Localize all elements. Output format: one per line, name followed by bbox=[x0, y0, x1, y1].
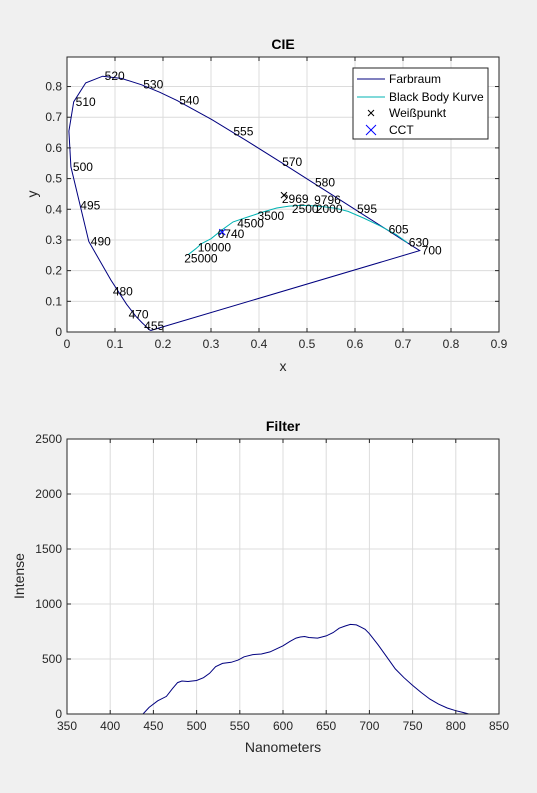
filter-series-group bbox=[67, 623, 499, 715]
cct-label: 2969 bbox=[282, 192, 309, 206]
weisspunkt-marker bbox=[280, 191, 288, 199]
wavelength-label: 500 bbox=[73, 160, 93, 174]
legend-entry-farbraum: Farbraum bbox=[389, 72, 441, 86]
x-tick-label: 750 bbox=[403, 719, 423, 733]
wavelength-label: 455 bbox=[144, 319, 164, 333]
cie-legend: Farbraum Black Body Kurve Weißpunkt CCT bbox=[352, 67, 489, 140]
x-tick-label: 0.8 bbox=[443, 337, 460, 351]
filter-chart: 350 400 450 500 550 600 650 700 750 800 850 0 500 100… bbox=[11, 418, 509, 755]
x-tick-label: 0 bbox=[64, 337, 71, 351]
x-tick-label: 0.2 bbox=[155, 337, 172, 351]
cct-label: 3500 bbox=[258, 209, 285, 223]
wavelength-label: 470 bbox=[129, 307, 149, 321]
wavelength-label: 570 bbox=[282, 155, 302, 169]
filter-grid bbox=[66, 438, 500, 715]
y-tick-label: 0.4 bbox=[45, 202, 62, 216]
filter-plot-border bbox=[66, 438, 500, 715]
x-tick-label: 0.9 bbox=[491, 337, 508, 351]
x-tick-label: 550 bbox=[230, 719, 250, 733]
x-tick-label: 400 bbox=[100, 719, 120, 733]
y-tick-label: 0.3 bbox=[45, 233, 62, 247]
x-tick-label: 0.6 bbox=[347, 337, 364, 351]
cie-series-group bbox=[68, 75, 421, 331]
x-tick-label: 850 bbox=[489, 719, 509, 733]
cct-label: 9796 bbox=[314, 193, 341, 207]
legend-box bbox=[352, 67, 489, 140]
wavelength-label: 605 bbox=[389, 223, 409, 237]
y-tick-label: 2500 bbox=[35, 432, 62, 446]
x-tick-label: 500 bbox=[187, 719, 207, 733]
cie-tick-group: 0 0.1 0.2 0.3 0.4 0.5 0.6 0.7 0.8 0.9 0 0.1 0.2 0.3 0.… bbox=[45, 57, 508, 351]
y-tick-label: 500 bbox=[42, 652, 62, 666]
y-tick-label: 0.6 bbox=[45, 141, 62, 155]
x-tick-label: 450 bbox=[143, 719, 163, 733]
x-tick-label: 800 bbox=[446, 719, 466, 733]
x-tick-label: 700 bbox=[359, 719, 379, 733]
x-tick-label: 0.4 bbox=[251, 337, 268, 351]
wavelength-label: 480 bbox=[113, 284, 133, 298]
y-tick-label: 1500 bbox=[35, 542, 62, 556]
legend-marker-cct bbox=[365, 124, 377, 136]
x-tick-label: 0.5 bbox=[299, 337, 316, 351]
legend-entry-cct: CCT bbox=[389, 123, 414, 137]
wavelength-label: 490 bbox=[91, 234, 111, 248]
y-tick-label: 2000 bbox=[35, 487, 62, 501]
cct-label: 25000 bbox=[184, 252, 218, 266]
cie-plot-border bbox=[66, 56, 500, 333]
cct-label: 4500 bbox=[237, 216, 264, 230]
wavelength-label: 540 bbox=[179, 94, 199, 108]
cct-label: 10000 bbox=[198, 241, 232, 255]
cct-label: 2500 bbox=[292, 202, 319, 216]
legend-entry-blackbody: Black Body Kurve bbox=[389, 90, 484, 104]
y-tick-label: 0.8 bbox=[45, 80, 62, 94]
wavelength-label: 595 bbox=[357, 202, 377, 216]
wavelength-label: 510 bbox=[76, 95, 96, 109]
x-tick-label: 0.7 bbox=[395, 337, 412, 351]
legend-marker-weisspunkt bbox=[367, 109, 375, 117]
y-tick-label: 0.2 bbox=[45, 264, 62, 278]
y-tick-label: 0 bbox=[55, 325, 62, 339]
cie-ylabel: y bbox=[24, 191, 40, 198]
x-tick-label: 600 bbox=[273, 719, 293, 733]
y-tick-label: 0.7 bbox=[45, 110, 62, 124]
wavelength-label: 495 bbox=[80, 198, 100, 212]
filter-title: Filter bbox=[266, 418, 301, 434]
series-line-2 bbox=[187, 204, 409, 256]
cct-label: 2000 bbox=[316, 202, 343, 216]
x-tick-label: 0.3 bbox=[203, 337, 220, 351]
cie-title: CIE bbox=[271, 36, 294, 52]
x-tick-label: 650 bbox=[316, 719, 336, 733]
wavelength-label: 555 bbox=[233, 124, 253, 138]
filter-xlabel: Nanometers bbox=[245, 739, 321, 755]
y-tick-label: 0.1 bbox=[45, 294, 62, 308]
wavelength-label: 580 bbox=[315, 176, 335, 190]
wavelength-label: 630 bbox=[409, 235, 429, 249]
x-tick-label: 350 bbox=[57, 719, 77, 733]
wavelength-label: 700 bbox=[422, 244, 442, 258]
cie-xlabel: x bbox=[280, 358, 287, 374]
series-line-1 bbox=[68, 75, 421, 331]
y-tick-label: 0.5 bbox=[45, 172, 62, 186]
wavelength-label: 530 bbox=[143, 78, 163, 92]
x-tick-label: 0.1 bbox=[107, 337, 124, 351]
filter-tick-group: 350 400 450 500 550 600 650 700 750 800 850 0 500 100… bbox=[35, 432, 509, 733]
y-tick-label: 0 bbox=[55, 707, 62, 721]
legend-entry-weisspunkt: Weißpunkt bbox=[389, 106, 447, 120]
y-tick-label: 1000 bbox=[35, 597, 62, 611]
series-line-1 bbox=[67, 623, 499, 715]
filter-ylabel: Intense bbox=[11, 553, 27, 599]
cct-marker bbox=[218, 228, 226, 236]
wavelength-label: 520 bbox=[105, 69, 125, 83]
